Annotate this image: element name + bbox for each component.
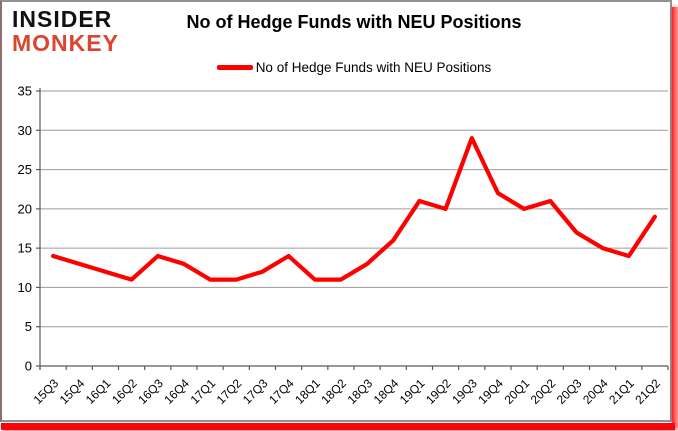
x-tick-label: 18Q3	[345, 376, 376, 407]
y-tick-label: 0	[25, 359, 32, 374]
x-tick-label: 15Q4	[57, 376, 88, 407]
y-tick-label: 10	[18, 280, 32, 295]
logo-line-insider: INSIDER	[12, 6, 113, 32]
x-tick-label: 17Q4	[266, 376, 297, 407]
x-tick-label: 18Q4	[371, 376, 402, 407]
x-tick-label: 19Q1	[397, 376, 428, 407]
x-tick-label: 16Q2	[109, 376, 140, 407]
title-row: No of Hedge Funds with NEU Positions	[40, 12, 668, 33]
chart-title: No of Hedge Funds with NEU Positions	[186, 12, 522, 32]
y-tick-label: 20	[18, 201, 32, 216]
x-tick-label: 19Q4	[475, 376, 506, 407]
y-gridlines	[40, 90, 668, 328]
y-tick-label: 15	[18, 241, 32, 256]
insider-monkey-logo: INSIDER MONKEY	[12, 7, 119, 55]
legend-label: No of Hedge Funds with NEU Positions	[255, 60, 492, 75]
x-tick-label: 17Q2	[214, 376, 245, 407]
series	[50, 136, 658, 282]
x-tick-label: 16Q1	[83, 376, 114, 407]
x-tick-label: 19Q2	[423, 376, 454, 407]
red-border-bottom	[1, 423, 675, 430]
x-tick-label: 16Q3	[135, 376, 166, 407]
x-tick-label: 15Q3	[31, 376, 62, 407]
y-tick-label: 35	[18, 84, 32, 99]
x-tick-label: 18Q2	[318, 376, 349, 407]
y-tick-label: 30	[18, 123, 32, 138]
x-tick-label: 20Q1	[502, 376, 533, 407]
x-tick-label: 20Q4	[580, 376, 611, 407]
x-tick-label: 20Q2	[528, 376, 559, 407]
y-tick-label: 5	[25, 319, 32, 334]
x-tick-label: 18Q1	[292, 376, 323, 407]
y-tick-labels: 0 5 10 15 20 25 30 35	[18, 84, 32, 374]
x-tick-label: 17Q1	[188, 376, 219, 407]
axis-ticks	[36, 90, 669, 370]
x-tick-label: 20Q3	[554, 376, 585, 407]
logo-line-monkey: MONKEY	[12, 30, 119, 56]
legend-line-swatch	[216, 65, 253, 70]
x-tick-label: 21Q1	[606, 376, 637, 407]
x-tick-label: 16Q4	[161, 376, 192, 407]
x-tick-label: 21Q2	[632, 376, 663, 407]
x-tick-label: 17Q3	[240, 376, 271, 407]
legend: No of Hedge Funds with NEU Positions	[40, 60, 668, 75]
series-line	[50, 136, 658, 282]
x-tick-label: 19Q3	[449, 376, 480, 407]
x-tick-labels: 15Q315Q416Q116Q216Q316Q417Q117Q217Q317Q4…	[31, 376, 664, 407]
red-border-right	[672, 7, 678, 428]
y-tick-label: 25	[18, 162, 32, 177]
